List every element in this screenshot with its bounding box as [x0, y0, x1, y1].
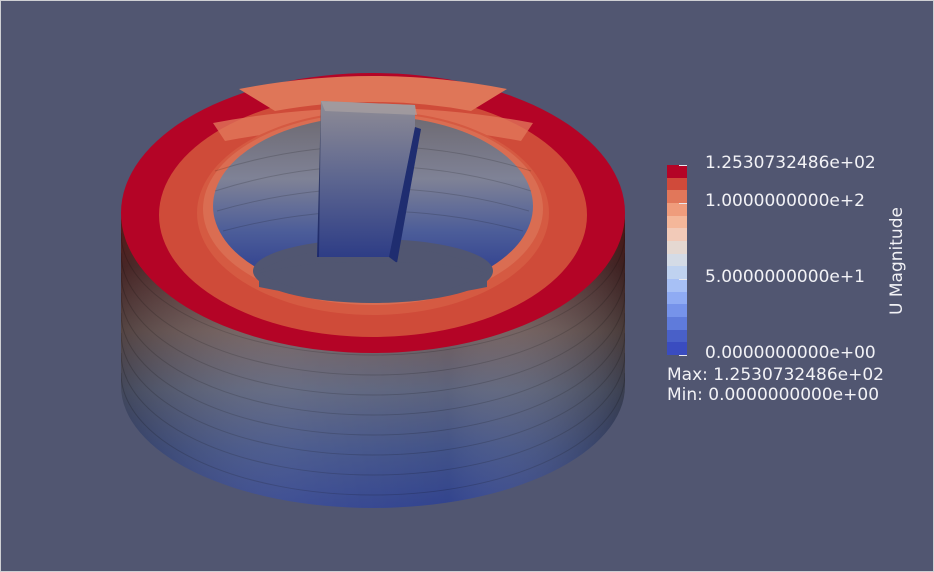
legend-tick-label-50: 5.0000000000e+1 [705, 267, 865, 287]
color-legend-bar [667, 165, 687, 356]
legend-tick [679, 355, 687, 356]
legend-color-band [667, 241, 687, 255]
legend-tick [679, 279, 687, 280]
legend-color-band [667, 177, 687, 191]
vane-front [319, 101, 415, 257]
legend-tick [679, 203, 687, 204]
legend-max-text: Max: 1.2530732486e+02 [667, 365, 884, 385]
legend-color-band [667, 342, 687, 356]
legend-tick-label-100: 1.0000000000e+2 [705, 191, 865, 211]
legend-color-band [667, 317, 687, 331]
legend-color-band [667, 266, 687, 280]
legend-min-text: Min: 0.0000000000e+00 [667, 385, 880, 405]
legend-color-band [667, 279, 687, 293]
legend-tick-label-min: 0.0000000000e+00 [705, 343, 876, 363]
legend-color-band [667, 329, 687, 343]
legend-tick [679, 165, 687, 166]
legend-color-band [667, 190, 687, 204]
legend-tick-label-max: 1.2530732486e+02 [705, 153, 876, 173]
legend-color-band [667, 165, 687, 179]
legend-color-band [667, 304, 687, 318]
legend-color-band [667, 291, 687, 305]
legend-color-band [667, 253, 687, 267]
legend-color-band [667, 228, 687, 242]
legend-color-band [667, 203, 687, 217]
legend-color-band [667, 215, 687, 229]
